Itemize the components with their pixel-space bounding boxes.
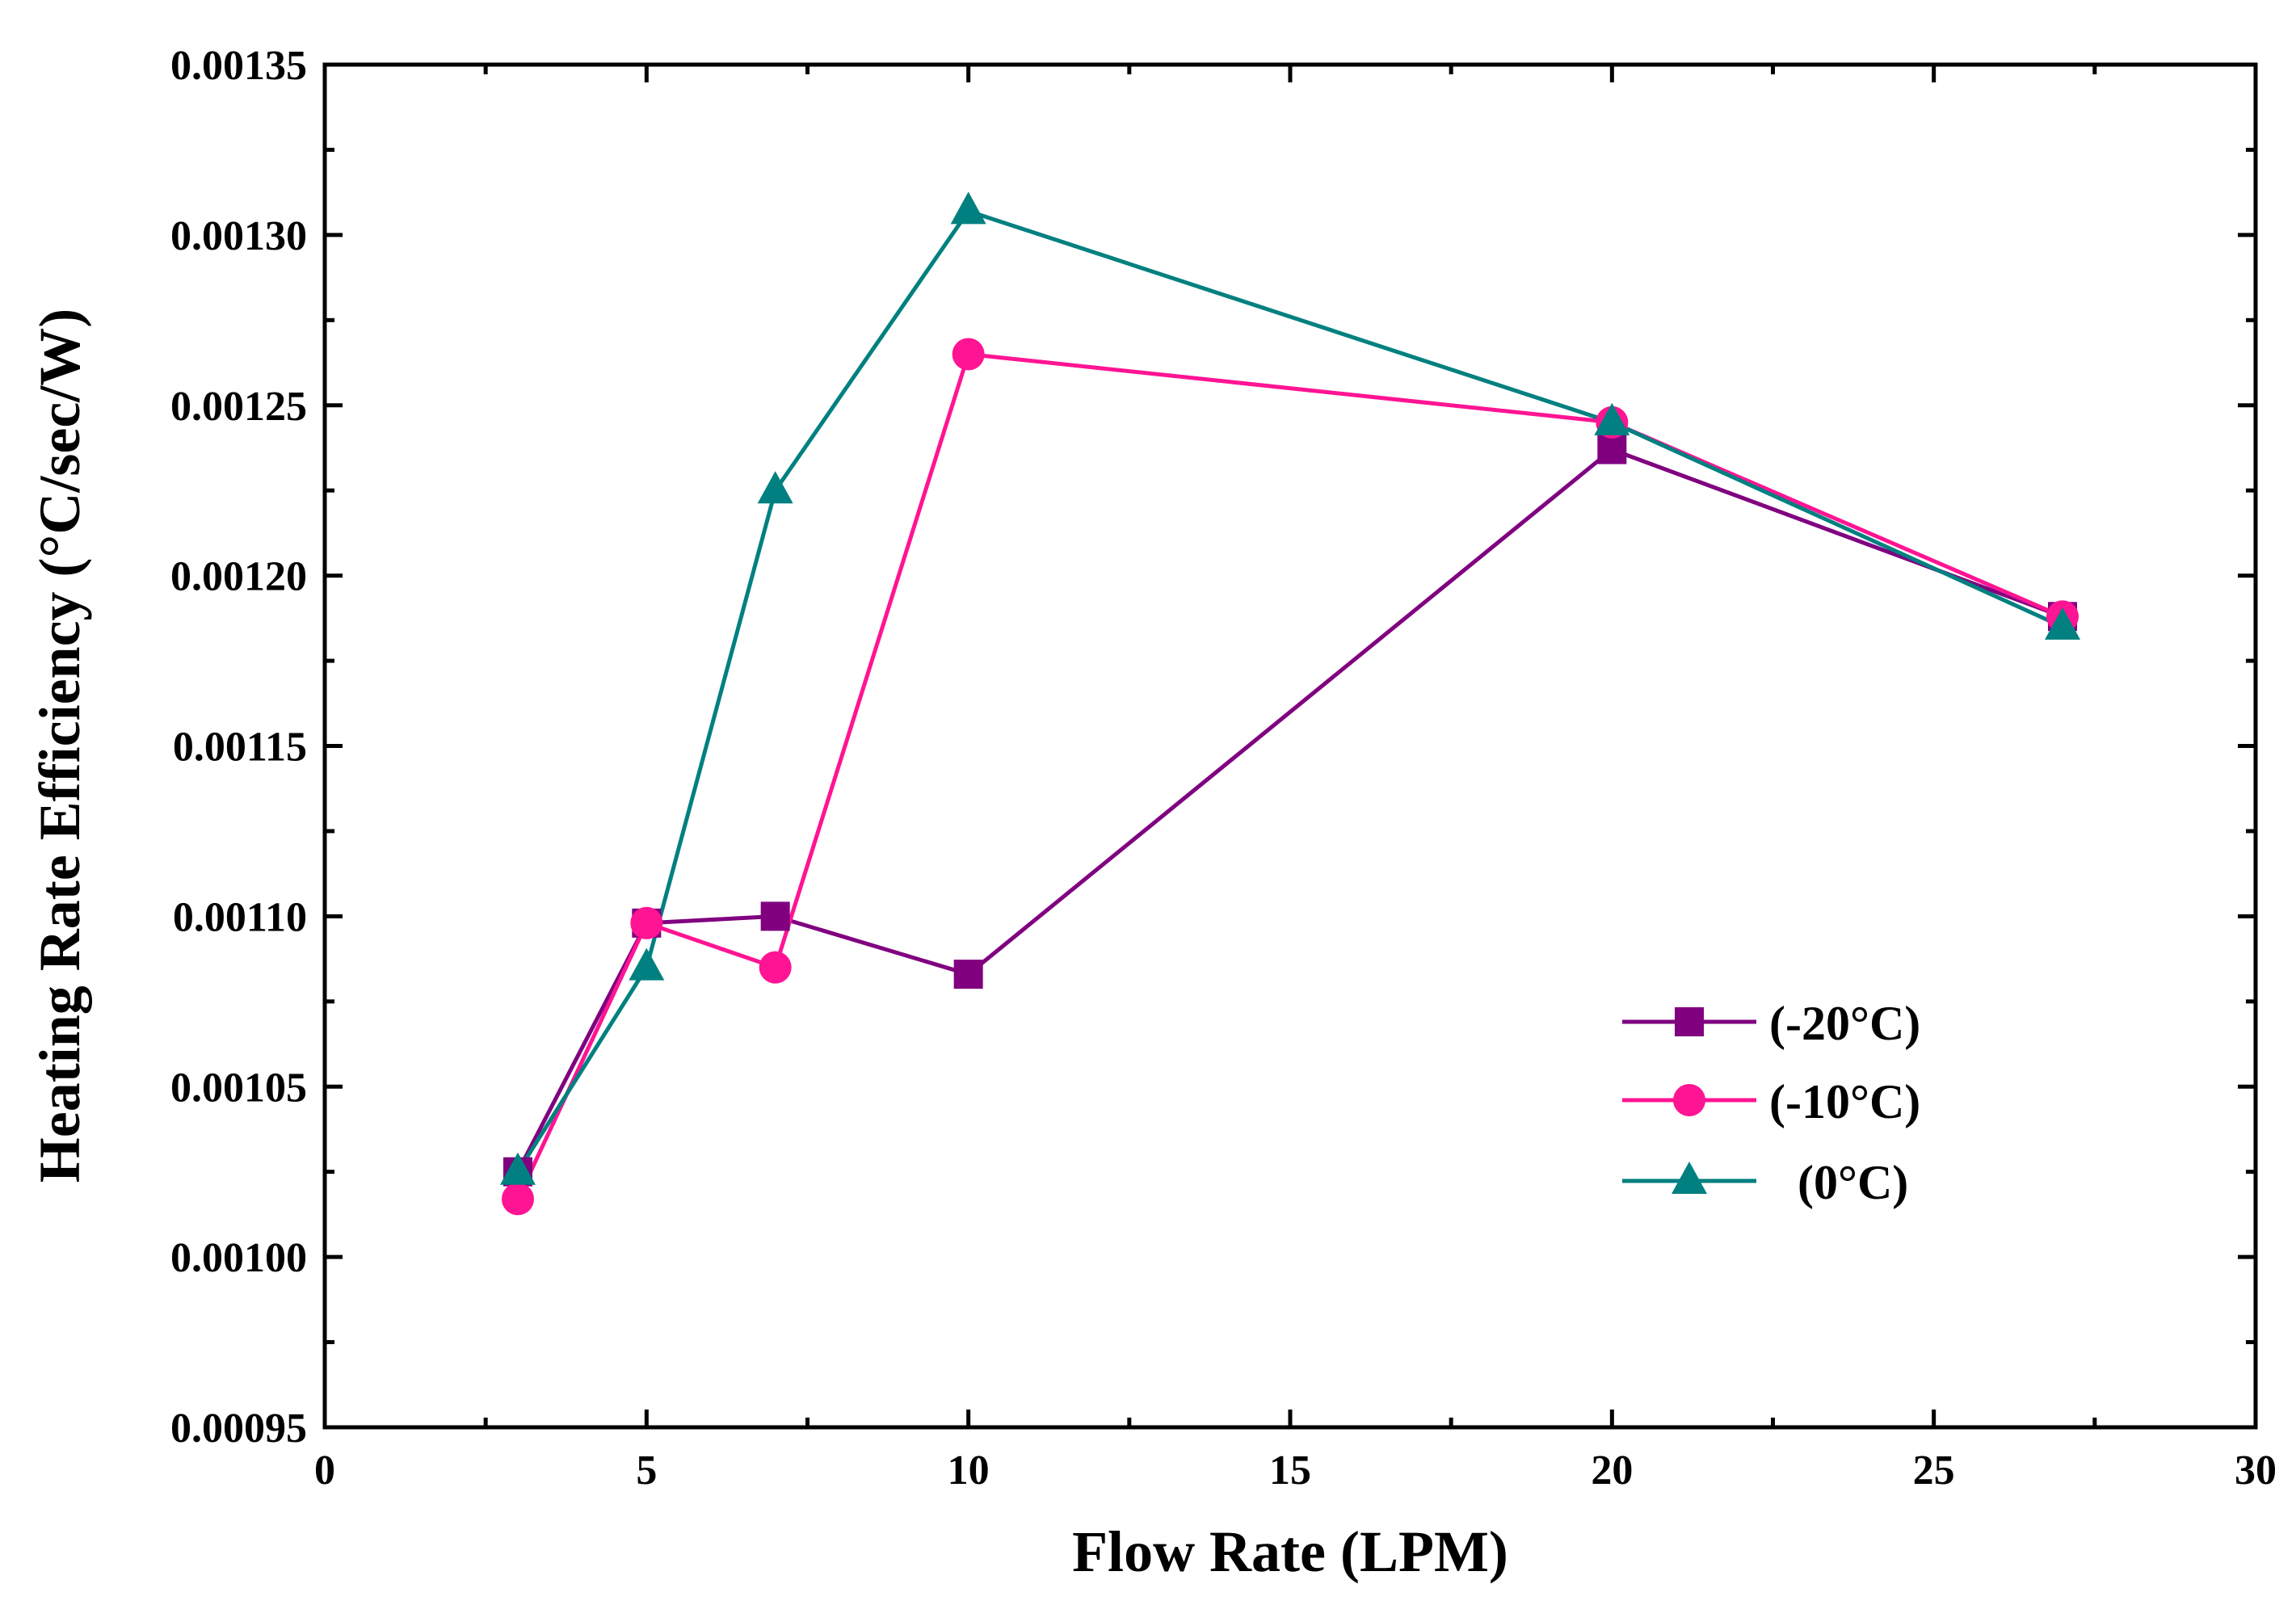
data-point-square <box>1597 435 1627 464</box>
x-tick-label: 0 <box>314 1447 335 1494</box>
legend-label-3: (0°C) <box>1798 1156 1908 1209</box>
legend-marker-2 <box>1673 1084 1705 1116</box>
series-line-3 <box>515 208 2064 1174</box>
data-point-triangle <box>757 471 793 504</box>
data-point-circle <box>759 951 792 984</box>
series-line-1 <box>515 447 2063 1173</box>
legend: (-20°C) (-10°C) (0°C) <box>1622 997 1920 1209</box>
data-point-triangle <box>629 947 665 981</box>
legend-label-1: (-20°C) <box>1769 997 1920 1050</box>
data-point-square <box>953 960 983 989</box>
y-axis-title: Heating Rate Efficiency (°C/sec/W) <box>27 309 92 1183</box>
x-tick-labels: 0 5 10 15 20 25 30 <box>314 1447 2277 1494</box>
data-point-triangle <box>2045 607 2080 640</box>
data-point-square <box>760 901 790 931</box>
legend-label-2: (-10°C) <box>1769 1075 1920 1128</box>
x-tick-label: 25 <box>1913 1447 1955 1494</box>
data-point-triangle <box>1594 402 1630 435</box>
y-tick-label: 0.00100 <box>170 1235 307 1281</box>
series-markers <box>500 191 2080 1216</box>
x-tick-label: 20 <box>1591 1447 1633 1494</box>
y-tick-label: 0.00120 <box>170 554 307 600</box>
data-point-circle <box>952 338 985 371</box>
legend-entry: (-20°C) <box>1622 997 1920 1050</box>
legend-entry: (0°C) <box>1622 1156 1908 1209</box>
legend-marker-1 <box>1675 1007 1704 1036</box>
x-tick-label: 15 <box>1269 1447 1311 1494</box>
y-tick-label: 0.00135 <box>170 43 307 89</box>
legend-marker-3 <box>1672 1162 1707 1194</box>
series-line-2 <box>515 351 2063 1200</box>
y-tick-label: 0.00130 <box>170 213 307 259</box>
y-tick-label: 0.00095 <box>170 1405 307 1452</box>
x-tick-label: 10 <box>948 1447 990 1494</box>
series-lines <box>515 208 2064 1200</box>
data-point-circle <box>630 906 663 939</box>
y-tick-label: 0.00125 <box>170 384 307 430</box>
y-tick-label: 0.00115 <box>173 725 307 771</box>
data-point-triangle <box>500 1152 536 1185</box>
y-tick-labels: 0.00095 0.00100 0.00105 0.00110 0.00115 0.001… <box>170 43 307 1452</box>
x-tick-label: 30 <box>2235 1447 2277 1494</box>
x-axis-title: Flow Rate (LPM) <box>1072 1519 1508 1584</box>
y-tick-label: 0.00105 <box>170 1065 307 1111</box>
legend-entry: (-10°C) <box>1622 1075 1920 1128</box>
x-tick-label: 5 <box>636 1447 657 1494</box>
y-tick-label: 0.00110 <box>173 894 307 940</box>
data-point-circle <box>502 1183 534 1216</box>
plot-frame <box>322 62 2258 1430</box>
axis-ticks <box>322 62 2258 1430</box>
series-layer <box>500 191 2080 1216</box>
data-point-triangle <box>950 191 986 225</box>
